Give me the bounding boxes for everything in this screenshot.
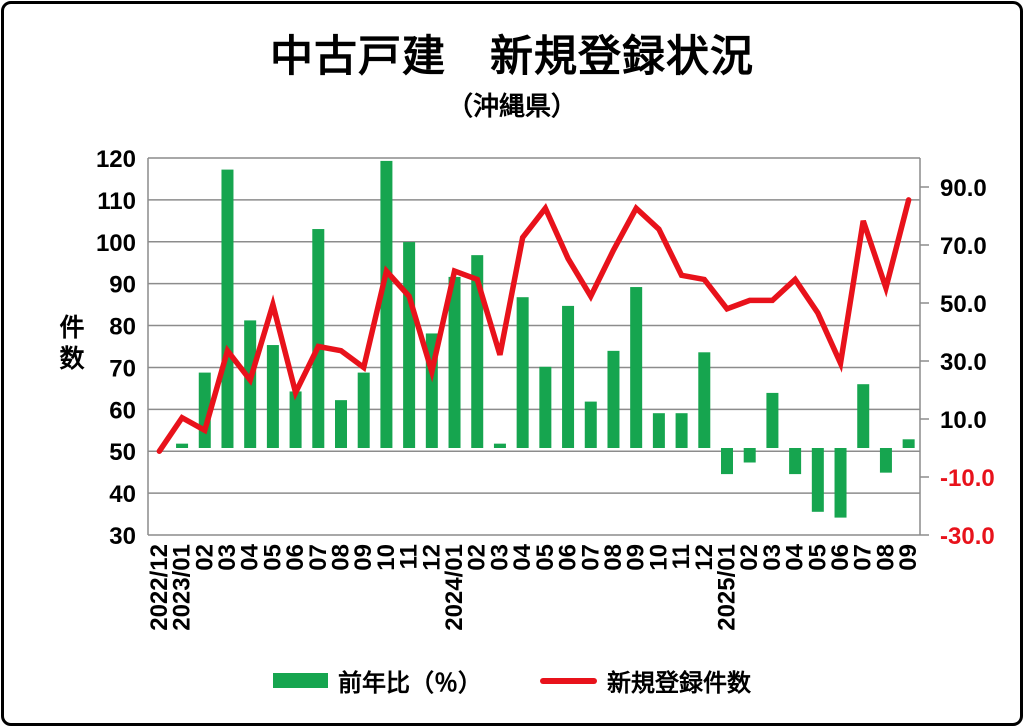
legend: 前年比（％） 新規登録件数 [0, 663, 1024, 698]
bar-series-swatch [273, 673, 328, 688]
x-axis-tick-label: 11 [396, 544, 423, 569]
left-axis-tick-label: 120 [96, 146, 136, 173]
bar [675, 413, 688, 448]
bar [221, 169, 234, 448]
x-axis-tick-label: 09 [623, 544, 650, 571]
bar [698, 352, 711, 448]
bar [448, 276, 461, 448]
left-axis-tick-label: 80 [109, 314, 136, 341]
x-axis-tick-label: 03 [486, 544, 513, 571]
bar [312, 229, 325, 448]
bar [834, 448, 847, 518]
x-axis-tick-label: 12 [691, 544, 718, 571]
bar [879, 448, 892, 473]
bar [630, 287, 643, 448]
right-axis-tick-label: 90.0 [940, 175, 987, 202]
x-axis-tick-label: 05 [259, 544, 286, 571]
bar [380, 160, 393, 448]
bar [766, 392, 779, 448]
right-axis-tick-label: 30.0 [940, 349, 987, 376]
bar [721, 448, 733, 475]
x-axis-tick-label: 08 [872, 544, 899, 571]
x-axis-tick-label: 11 [668, 544, 695, 569]
right-axis-tick-label: 70.0 [940, 233, 987, 260]
x-axis-tick-label: 02 [464, 544, 491, 571]
left-axis-tick-label: 60 [109, 397, 136, 424]
x-axis-tick-label: 2025/01 [714, 544, 741, 631]
bar [607, 350, 620, 448]
left-axis-title: 件数 [56, 314, 84, 376]
bar [652, 413, 665, 448]
bar [335, 400, 347, 448]
x-axis-tick-label: 10 [645, 544, 672, 571]
x-axis-tick-label: 10 [373, 544, 400, 571]
bar [857, 384, 870, 448]
x-axis-tick-label: 03 [214, 544, 241, 571]
line-series [156, 197, 912, 454]
left-axis-tick-label: 70 [109, 355, 136, 382]
bar [743, 448, 756, 463]
x-axis-tick-label: 2022/12 [146, 544, 173, 631]
bar [289, 391, 302, 448]
left-axis-tick-label: 90 [109, 272, 136, 299]
bar [471, 255, 484, 448]
legend-label-yoy: 前年比（％） [338, 670, 482, 697]
bar [516, 297, 529, 448]
x-axis-tick-label: 09 [895, 544, 922, 571]
x-axis-tick-label: 08 [328, 544, 355, 571]
x-axis-tick-label: 2024/01 [441, 544, 468, 631]
x-axis-tick-label: 06 [555, 544, 582, 571]
x-axis-tick-label: 04 [509, 543, 536, 570]
line-series-swatch [540, 677, 597, 684]
bar [266, 345, 279, 448]
right-axis-tick-label: -30.0 [940, 523, 995, 550]
x-axis-tick-label: 12 [418, 544, 445, 571]
bar [176, 443, 189, 448]
bar [902, 439, 915, 448]
x-axis-tick-label: 02 [191, 544, 218, 571]
x-axis-tick-label: 07 [305, 544, 332, 571]
x-axis-tick-label: 09 [350, 544, 377, 571]
x-axis-tick-label: 06 [827, 544, 854, 571]
x-axis-tick-label: 02 [736, 544, 763, 571]
x-axis-tick-label: 04 [237, 543, 264, 570]
legend-label-count: 新規登録件数 [607, 670, 751, 697]
bar [493, 443, 506, 448]
x-axis-tick-label: 04 [782, 543, 809, 570]
x-axis-tick-label: 05 [532, 544, 559, 571]
chart-title: 中古戸建 新規登録状況 [270, 33, 754, 81]
right-axis-tick-label: -10.0 [940, 465, 995, 492]
legend-item-count: 新規登録件数 [540, 663, 751, 698]
bar [357, 372, 370, 448]
right-axis-tick-label: 50.0 [940, 291, 987, 318]
bar [584, 401, 597, 448]
legend-item-yoy: 前年比（％） [273, 663, 482, 698]
x-axis-tick-label: 03 [759, 544, 786, 571]
x-axis-tick-label: 08 [600, 544, 627, 571]
bar [403, 242, 416, 448]
right-axis-tick-label: 10.0 [940, 407, 987, 434]
bar [811, 448, 824, 512]
x-axis-tick-label: 06 [282, 544, 309, 571]
bar [789, 448, 802, 475]
x-axis-tick-label: 2023/01 [169, 544, 196, 631]
x-axis-tick-label: 05 [804, 544, 831, 571]
left-axis-tick-label: 100 [96, 230, 136, 257]
bar [562, 305, 575, 448]
left-axis-tick-label: 30 [109, 523, 136, 550]
chart-subtitle: （沖縄県） [446, 91, 577, 121]
left-axis-tick-label: 40 [109, 481, 136, 508]
bar [539, 366, 552, 448]
x-axis-tick-label: 07 [850, 544, 877, 571]
x-axis-tick-label: 07 [577, 544, 604, 571]
left-axis-tick-label: 50 [109, 439, 136, 466]
left-axis-tick-label: 110 [97, 188, 136, 215]
